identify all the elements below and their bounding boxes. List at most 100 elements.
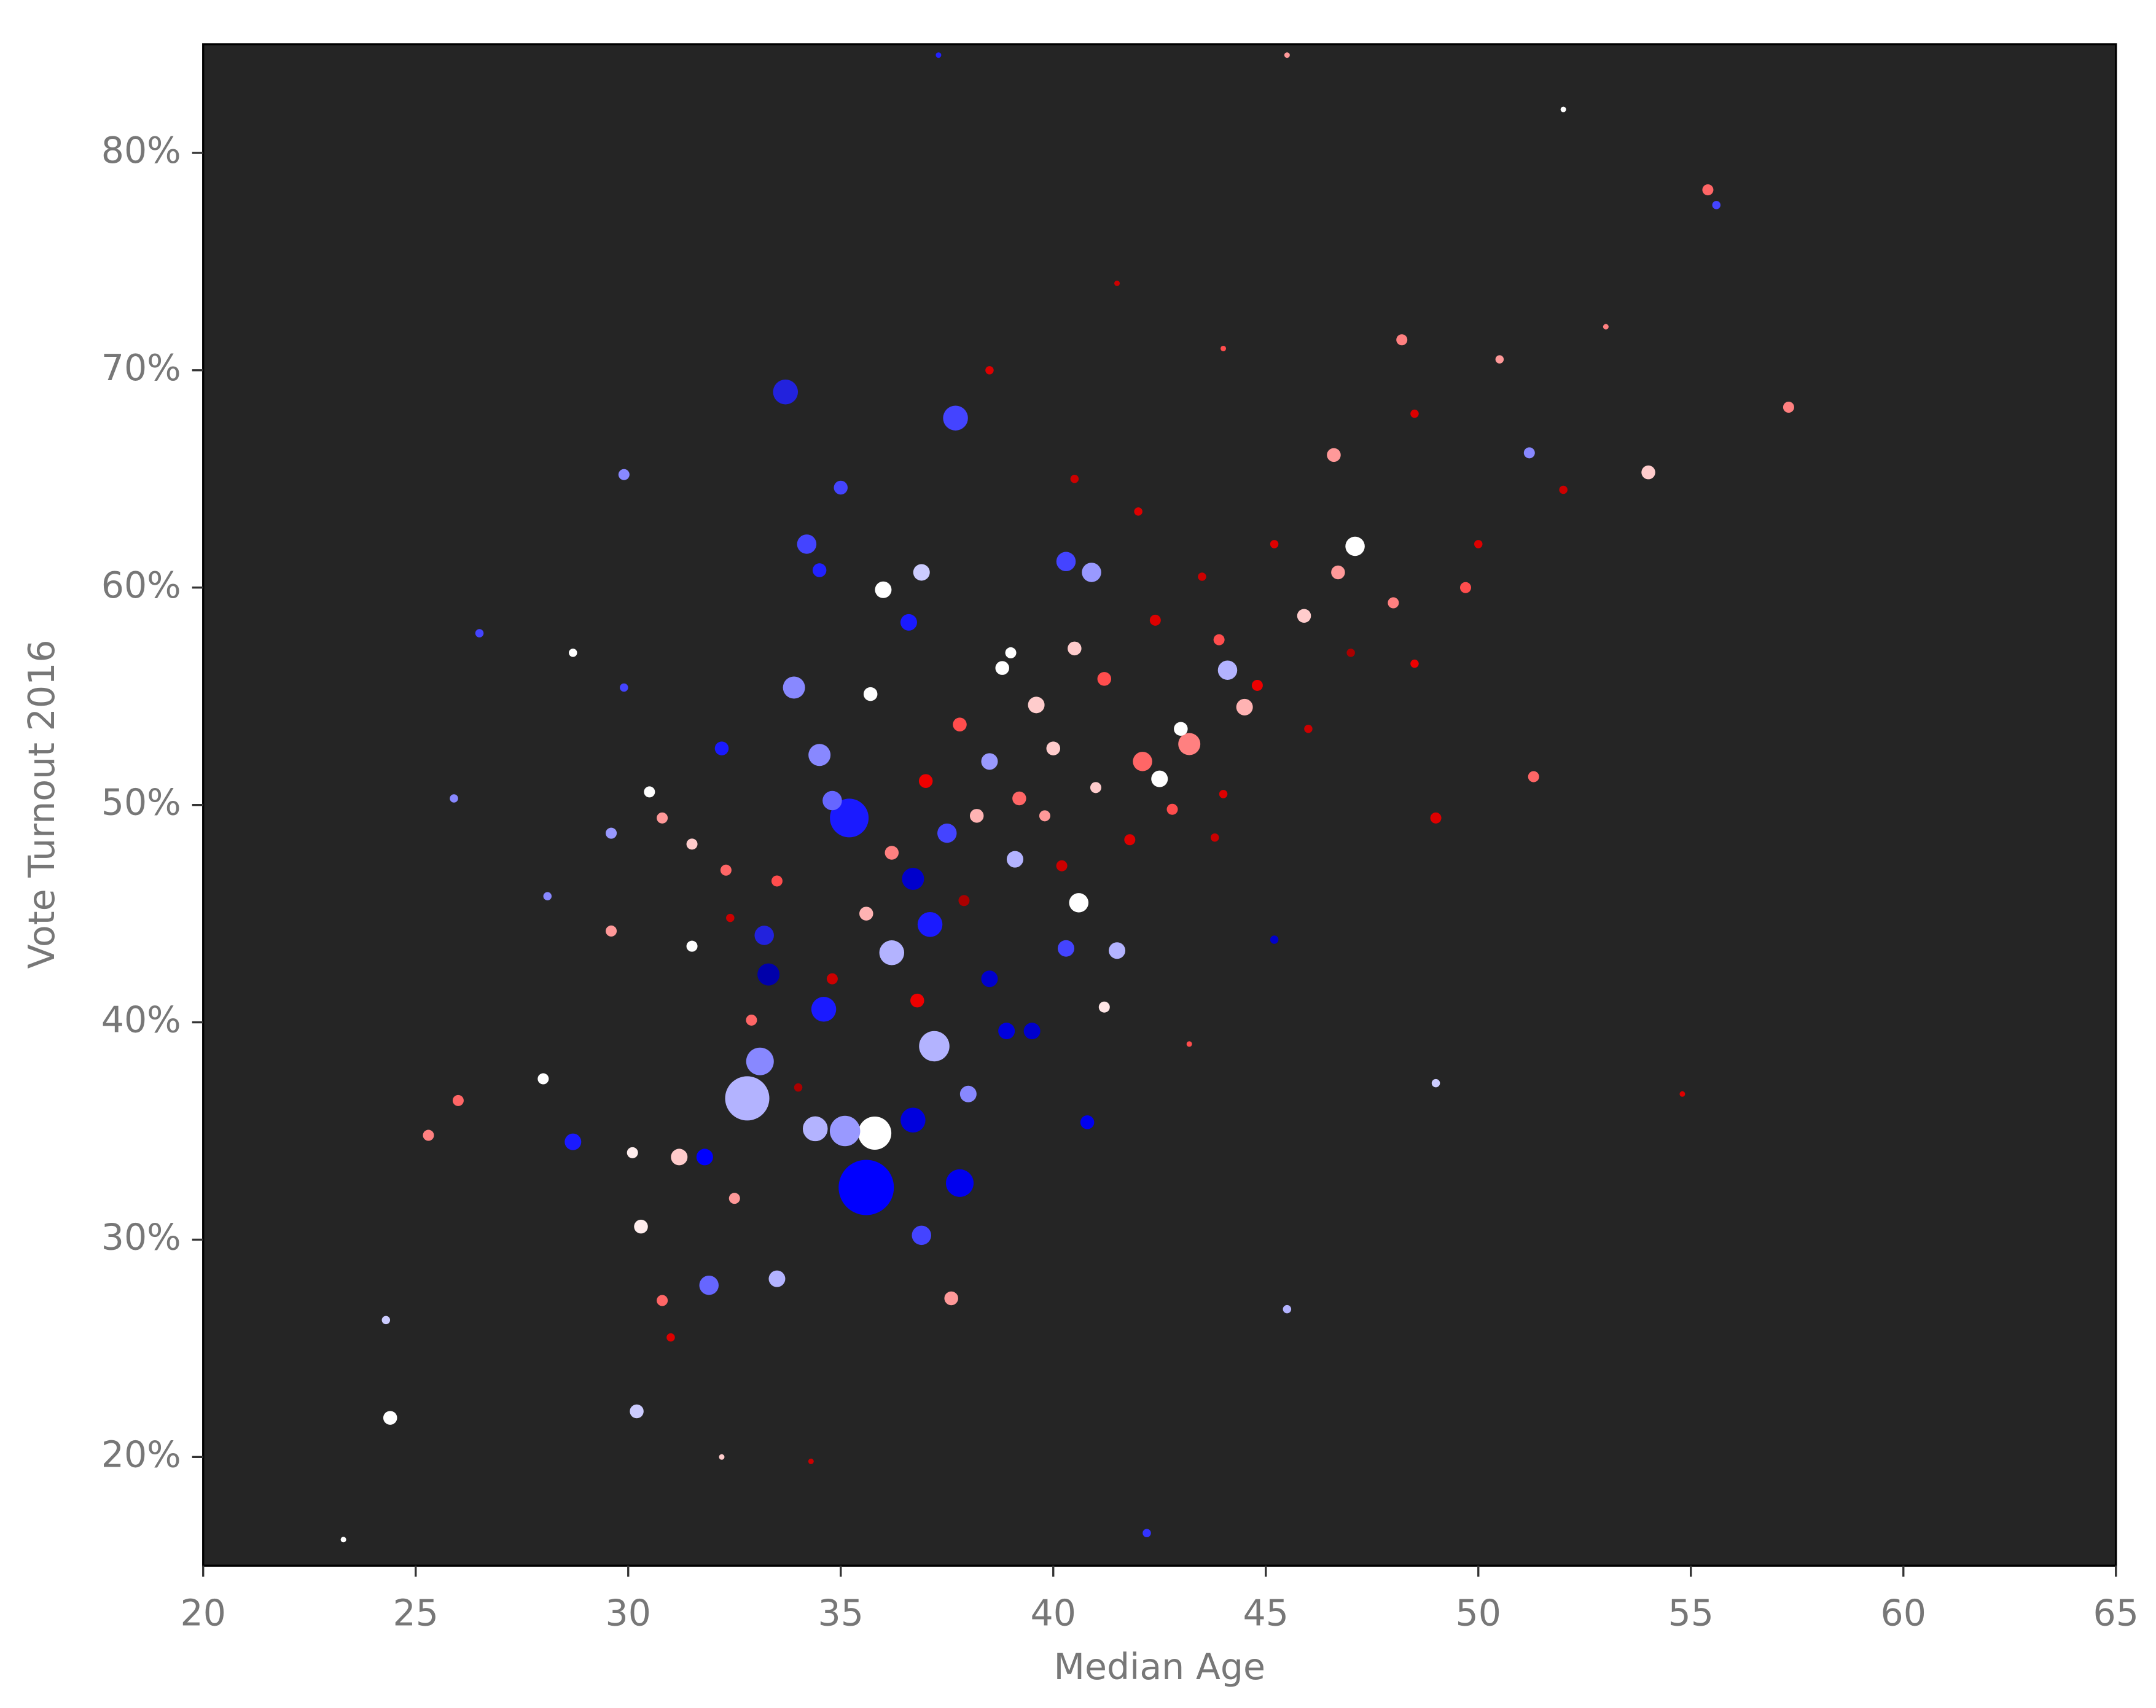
point bbox=[958, 895, 970, 907]
plot-background bbox=[203, 44, 2116, 1566]
point bbox=[686, 940, 698, 952]
point bbox=[754, 926, 774, 945]
x-tick-label: 50 bbox=[1456, 1592, 1501, 1634]
point bbox=[1068, 641, 1082, 656]
points bbox=[340, 52, 1794, 1543]
point bbox=[606, 827, 617, 839]
point bbox=[618, 469, 630, 480]
point bbox=[808, 744, 831, 766]
point bbox=[1283, 1304, 1292, 1314]
point bbox=[783, 676, 805, 699]
x-axis-label: Median Age bbox=[1053, 1646, 1265, 1688]
y-tick-label: 40% bbox=[101, 999, 181, 1041]
point bbox=[1331, 565, 1345, 580]
x-tick-label: 30 bbox=[606, 1592, 651, 1634]
point bbox=[822, 790, 842, 811]
point bbox=[1495, 355, 1504, 364]
point bbox=[858, 1117, 892, 1150]
point bbox=[918, 774, 933, 788]
point bbox=[1124, 834, 1136, 846]
point bbox=[959, 1085, 977, 1102]
point bbox=[1134, 507, 1142, 516]
point bbox=[859, 907, 873, 921]
point bbox=[1149, 614, 1161, 626]
point bbox=[1012, 791, 1026, 806]
point bbox=[725, 1076, 770, 1121]
point bbox=[1528, 771, 1539, 782]
point bbox=[1560, 106, 1566, 112]
point bbox=[913, 564, 930, 581]
point bbox=[885, 846, 899, 860]
point bbox=[985, 366, 994, 375]
point bbox=[699, 1275, 719, 1295]
point bbox=[1006, 851, 1023, 868]
point bbox=[919, 1031, 950, 1062]
point bbox=[728, 1193, 740, 1204]
point bbox=[1098, 1001, 1110, 1013]
point bbox=[830, 798, 869, 838]
point bbox=[1345, 536, 1365, 556]
point bbox=[1396, 334, 1408, 346]
point bbox=[450, 794, 458, 803]
point bbox=[935, 52, 942, 58]
point bbox=[834, 480, 848, 495]
point bbox=[714, 741, 729, 755]
x-tick-label: 20 bbox=[181, 1592, 226, 1634]
point bbox=[900, 1107, 926, 1133]
point bbox=[726, 913, 735, 922]
point bbox=[1304, 725, 1313, 733]
point bbox=[475, 629, 484, 638]
point bbox=[1178, 733, 1201, 755]
point bbox=[981, 753, 998, 770]
point bbox=[383, 1411, 397, 1425]
point bbox=[1783, 402, 1794, 413]
point bbox=[1346, 649, 1355, 657]
point bbox=[1603, 324, 1609, 330]
x-tick-label: 25 bbox=[393, 1592, 439, 1634]
point bbox=[1270, 935, 1279, 944]
point bbox=[666, 1333, 675, 1342]
point bbox=[1151, 770, 1168, 787]
point bbox=[1327, 448, 1341, 462]
point bbox=[627, 1147, 638, 1158]
point bbox=[1023, 1023, 1041, 1040]
point bbox=[875, 581, 892, 598]
point bbox=[998, 1023, 1015, 1040]
point bbox=[808, 1458, 814, 1464]
point bbox=[644, 786, 655, 798]
point bbox=[838, 1160, 894, 1215]
point bbox=[746, 1047, 774, 1075]
point bbox=[797, 534, 817, 554]
point bbox=[1090, 782, 1101, 794]
point bbox=[811, 997, 837, 1022]
point bbox=[1080, 1115, 1095, 1129]
point bbox=[381, 1316, 391, 1325]
point bbox=[1388, 597, 1399, 609]
x-tick-label: 35 bbox=[818, 1592, 864, 1634]
point bbox=[1166, 803, 1178, 815]
point bbox=[910, 993, 924, 1008]
x-tick-label: 40 bbox=[1031, 1592, 1076, 1634]
point bbox=[937, 823, 957, 843]
point bbox=[1474, 540, 1483, 548]
point bbox=[995, 661, 1009, 675]
point bbox=[620, 683, 628, 692]
y-tick-label: 70% bbox=[101, 347, 181, 389]
point bbox=[812, 563, 827, 577]
point bbox=[1213, 634, 1225, 645]
point bbox=[1082, 563, 1101, 582]
point bbox=[981, 970, 998, 988]
point bbox=[569, 649, 577, 657]
point bbox=[1459, 582, 1471, 593]
point bbox=[543, 892, 552, 901]
point bbox=[1142, 1529, 1151, 1537]
point bbox=[1712, 201, 1721, 209]
point bbox=[1297, 609, 1311, 623]
point bbox=[829, 1115, 861, 1147]
point bbox=[879, 940, 905, 965]
x-tick-label: 45 bbox=[1243, 1592, 1289, 1634]
point bbox=[773, 379, 799, 405]
point bbox=[630, 1404, 644, 1419]
point bbox=[902, 867, 924, 890]
